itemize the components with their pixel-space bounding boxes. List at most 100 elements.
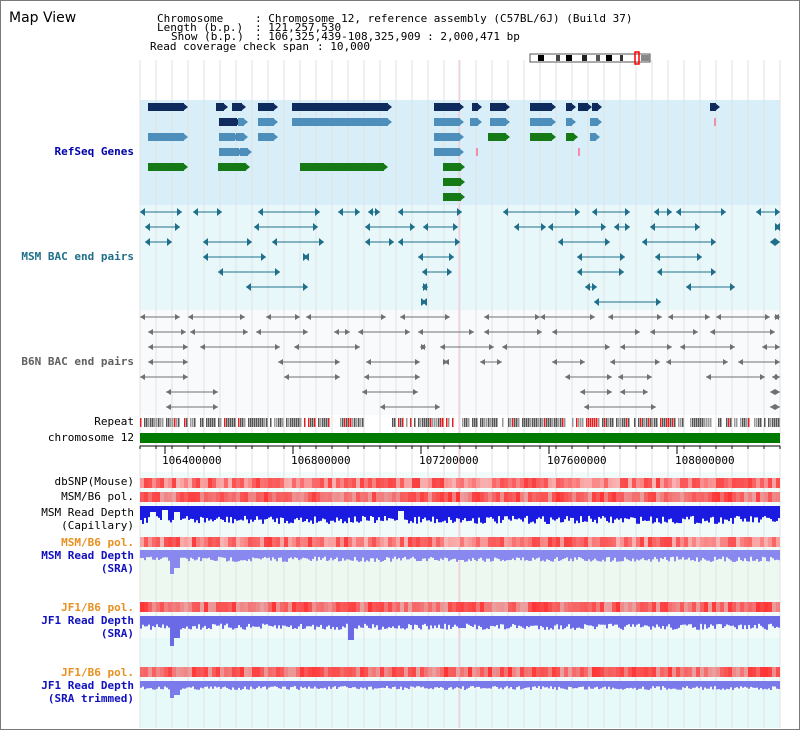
track-label-msm-pol-1[interactable]: MSM/B6 pol.: [61, 490, 134, 503]
msm-pol-cell: [220, 537, 224, 547]
msm-depth-sra-bar: [618, 550, 620, 562]
jf1-pol-cell: [140, 602, 144, 612]
msm-depth-cap-bar: [276, 506, 278, 519]
msm-pol-cell: [748, 537, 752, 547]
dbsnp-cell: [680, 478, 684, 488]
jf1-depth-trim-bar: [274, 681, 276, 687]
jf1-depth-trim-bar: [714, 681, 716, 687]
msm-depth-cap-bar: [316, 506, 318, 523]
b6n-bac-end: [415, 359, 420, 365]
track-label-jf1-depth-sra[interactable]: JF1 Read Depth: [41, 614, 134, 627]
dbsnp-cell: [392, 478, 396, 488]
jf1-depth-trim-bar: [626, 681, 628, 688]
track-label-refseq[interactable]: RefSeq Genes: [54, 145, 134, 158]
jf1-depth-trim-bar: [576, 681, 578, 689]
track-label-msm-depth-cap[interactable]: MSM Read Depth: [41, 506, 134, 519]
repeat-element: [510, 418, 512, 427]
jf1-pol-cell: [656, 667, 660, 677]
msm-depth-cap-bar: [660, 506, 662, 524]
msm-pol-cell: [168, 492, 172, 502]
b6n-bac-end: [364, 374, 369, 380]
msm-depth-sra-bar: [240, 550, 242, 561]
track-label-jf1-pol-1[interactable]: JF1/B6 pol.: [61, 601, 134, 614]
gene-arrow: [183, 103, 188, 111]
msm-pol-cell: [568, 537, 572, 547]
chromosome-label: Chromosome: [157, 12, 224, 25]
track-label-jf1-depth-trim[interactable]: JF1 Read Depth: [41, 679, 134, 692]
msm-pol-cell: [284, 537, 288, 547]
msm-depth-cap-bar: [320, 506, 322, 521]
msm-bac-end: [313, 223, 318, 231]
msm-depth-sra-bar: [632, 550, 634, 559]
repeat-element: [544, 418, 546, 427]
gene-arrow: [183, 163, 188, 171]
msm-depth-cap-bar: [774, 506, 776, 522]
msm-depth-cap-bar: [724, 506, 726, 520]
track-label-chromosome[interactable]: chromosome 12: [47, 431, 134, 444]
msm-depth-sra-bar: [480, 550, 482, 558]
msm-bac-end: [667, 208, 672, 216]
msm-depth-cap-bar: [470, 506, 472, 521]
msm-depth-sra-bar: [504, 550, 506, 562]
repeat-element: [662, 418, 664, 427]
msm-depth-sra-bar: [374, 550, 376, 562]
track-label-msm-bac[interactable]: MSM BAC end pairs: [21, 250, 134, 263]
msm-depth-cap-bar: [620, 506, 622, 519]
jf1-pol-cell: [220, 602, 224, 612]
msm-pol-cell: [632, 537, 636, 547]
repeat-element: [400, 418, 402, 427]
track-label-dbsnp[interactable]: dbSNP(Mouse): [54, 475, 134, 488]
msm-depth-cap-bar: [670, 506, 672, 519]
msm-depth-sra-bar: [496, 550, 498, 559]
jf1-pol-cell: [336, 667, 340, 677]
track-label-repeat[interactable]: Repeat: [94, 415, 134, 428]
msm-pol-cell: [572, 492, 576, 502]
jf1-depth-sra-bar: [390, 616, 392, 628]
jf1-depth-sra-bar: [576, 616, 578, 628]
repeat-element: [220, 418, 222, 427]
track-label-b6n-bac[interactable]: B6N BAC end pairs: [21, 355, 134, 368]
jf1-depth-sra-bar: [144, 616, 146, 627]
jf1-depth-sra-bar: [292, 616, 294, 630]
jf1-pol-cell: [592, 667, 596, 677]
jf1-depth-trim-bar: [322, 681, 324, 689]
track-label-msm-depth-sra-sub: (SRA): [100, 562, 134, 575]
msm-depth-sra-bar: [482, 550, 484, 561]
track-label-jf1-pol-2[interactable]: JF1/B6 pol.: [61, 666, 134, 679]
gene-arrow: [245, 163, 250, 171]
msm-depth-cap-bar: [420, 506, 422, 523]
jf1-depth-sra-bar: [524, 616, 526, 629]
msm-pol-cell: [764, 492, 768, 502]
msm-pol-cell: [360, 492, 364, 502]
jf1-depth-sra-bar: [400, 616, 402, 629]
msm-depth-cap-bar: [704, 506, 706, 522]
msm-depth-cap-bar: [244, 506, 246, 516]
msm-bac-end: [601, 223, 606, 231]
jf1-pol-cell: [704, 602, 708, 612]
msm-pol-cell: [356, 537, 360, 547]
msm-pol-cell: [448, 492, 452, 502]
b6n-bac-end: [175, 314, 180, 320]
jf1-depth-trim-bar: [630, 681, 632, 688]
b6n-bac-end: [565, 374, 570, 380]
jf1-pol-cell: [760, 602, 764, 612]
dbsnp-cell: [368, 478, 372, 488]
track-label-msm-pol-2[interactable]: MSM/B6 pol.: [61, 536, 134, 549]
jf1-depth-trim-bar: [622, 681, 624, 690]
msm-pol-cell: [560, 492, 564, 502]
repeat-element: [350, 418, 352, 427]
msm-depth-sra-bar: [282, 550, 284, 562]
dbsnp-cell: [288, 478, 292, 488]
msm-depth-sra-bar: [570, 550, 572, 559]
dbsnp-cell: [460, 478, 464, 488]
msm-depth-sra-bar: [228, 550, 230, 561]
jf1-depth-sra-bar: [196, 616, 198, 629]
jf1-depth-trim-bar: [582, 681, 584, 687]
msm-depth-cap-bar: [428, 506, 430, 521]
jf1-depth-sra-bar: [638, 616, 640, 624]
track-label-msm-depth-sra[interactable]: MSM Read Depth: [41, 549, 134, 562]
jf1-depth-sra-bar: [636, 616, 638, 625]
msm-depth-sra-bar: [218, 550, 220, 557]
jf1-depth-trim-bar: [686, 681, 688, 687]
